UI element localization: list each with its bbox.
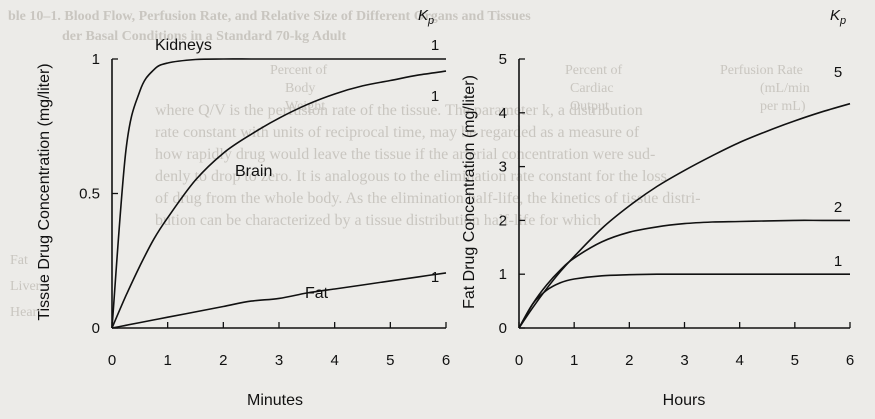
right-x-tick-label: 6 xyxy=(846,352,854,369)
left-curve-label-kidneys: Kidneys xyxy=(155,37,212,54)
right-kp-label: Kp xyxy=(830,7,846,27)
left-y-tick-label: 0 xyxy=(92,320,100,337)
left-x-axis-title: Minutes xyxy=(247,392,303,409)
right-chart: 0 1 2 3 4 5 6 0 1 2 3 4 5 5 2 1 Hours Fat Drug Concen… xyxy=(461,7,854,409)
left-x-tick-label: 4 xyxy=(330,352,338,369)
left-x-tick-label: 6 xyxy=(442,352,450,369)
left-curve-label-brain: Brain xyxy=(235,163,272,180)
right-x-tick-label: 1 xyxy=(570,352,578,369)
right-y-tick-label: 5 xyxy=(499,51,507,68)
left-x-tick-label: 0 xyxy=(108,352,116,369)
right-curve-kp-5 xyxy=(518,102,851,329)
left-curve-label-fat: Fat xyxy=(305,285,329,302)
right-y-tick-label: 2 xyxy=(499,212,507,229)
left-x-tick-label: 3 xyxy=(275,352,283,369)
left-curve-fat xyxy=(111,272,447,329)
right-kp-value-kp-5: 5 xyxy=(834,64,842,81)
left-y-axis-title: Tissue Drug Concentration (mg/liter) xyxy=(36,63,53,320)
right-x-axis-title: Hours xyxy=(663,392,706,409)
right-curve-kp-2 xyxy=(518,219,850,329)
right-y-tick-label: 3 xyxy=(499,159,507,176)
right-x-tick-label: 0 xyxy=(515,352,523,369)
right-curve-kp-1 xyxy=(518,273,850,329)
right-y-tick-label: 4 xyxy=(499,105,507,122)
right-x-tick-label: 4 xyxy=(735,352,743,369)
right-kp-value-kp-2: 2 xyxy=(834,199,842,216)
left-x-tick-label: 5 xyxy=(386,352,394,369)
left-chart: 0 1 2 3 4 5 6 0 0.5 1 Kidneys 1 Brain 1 Fat 1 Minutes… xyxy=(36,7,450,409)
left-y-tick-label: 1 xyxy=(92,51,100,68)
left-kp-value-kidneys: 1 xyxy=(431,37,439,54)
right-kp-value-kp-1: 1 xyxy=(834,253,842,270)
left-kp-label: Kp xyxy=(418,7,434,27)
left-kp-value-brain: 1 xyxy=(431,88,439,105)
right-x-tick-label: 5 xyxy=(791,352,799,369)
left-x-tick-label: 1 xyxy=(163,352,171,369)
left-x-tick-label: 2 xyxy=(219,352,227,369)
right-y-axis-title: Fat Drug Concentration (mg/liter) xyxy=(461,75,478,309)
left-kp-value-fat: 1 xyxy=(431,269,439,286)
right-x-tick-label: 2 xyxy=(625,352,633,369)
right-y-tick-label: 0 xyxy=(499,320,507,337)
left-y-tick-label: 0.5 xyxy=(79,186,100,203)
right-x-tick-label: 3 xyxy=(680,352,688,369)
left-curve-kidneys xyxy=(111,58,446,329)
right-y-tick-label: 1 xyxy=(499,266,507,283)
left-curve-brain xyxy=(111,70,447,329)
